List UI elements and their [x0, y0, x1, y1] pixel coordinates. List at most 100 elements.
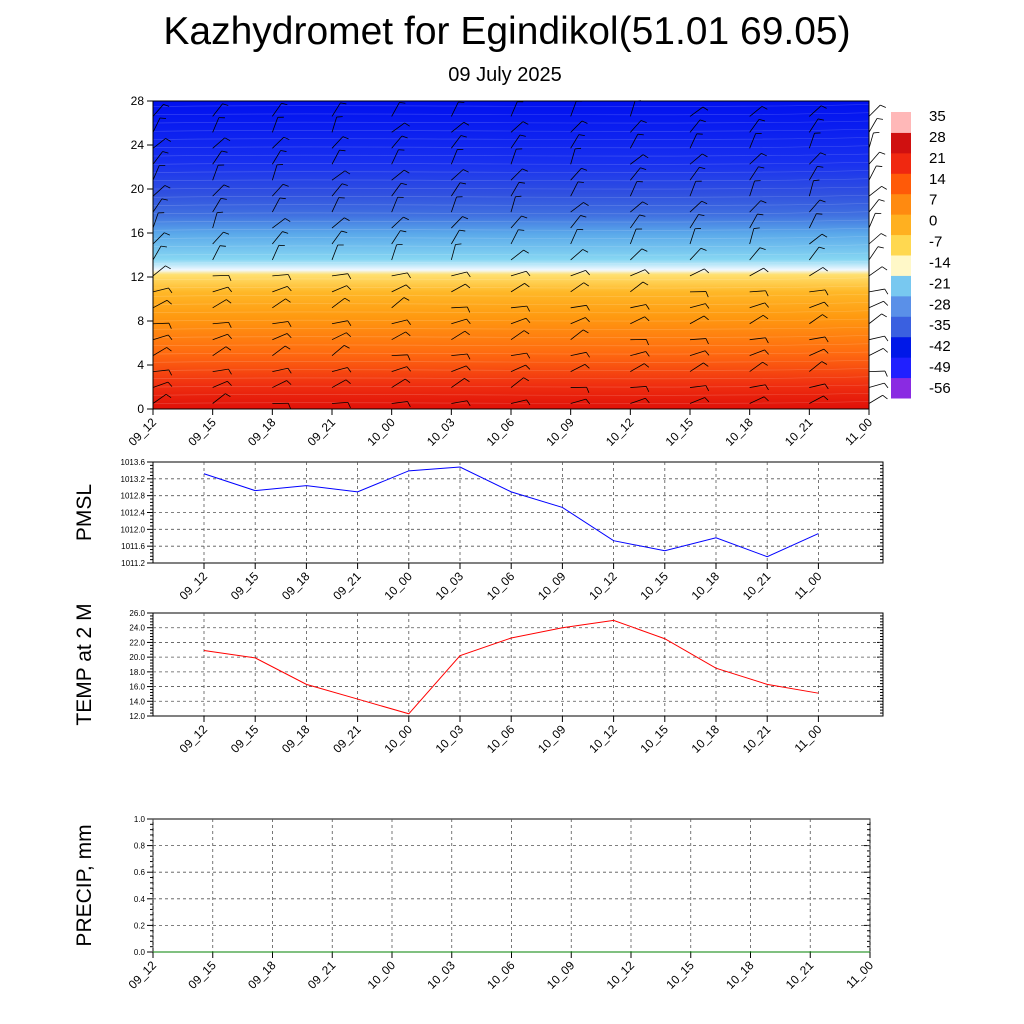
wind-barb — [272, 218, 286, 229]
x-tick-label: 10_03 — [433, 722, 467, 756]
wind-barb — [331, 170, 346, 181]
wind-barb — [809, 233, 823, 245]
wind-barb — [331, 217, 345, 229]
wind-barb-flag — [583, 329, 589, 334]
colorbar-label: -21 — [929, 275, 951, 292]
wind-barb — [272, 274, 289, 277]
wind-barb — [868, 300, 884, 309]
wind-barb — [510, 148, 517, 165]
wind-barb-flag — [167, 381, 173, 387]
y-tick-label: 20.0 — [129, 653, 145, 662]
wind-barb — [868, 246, 879, 261]
wind-barb — [450, 196, 457, 213]
wind-barb-flag — [818, 246, 825, 250]
wind-barb-flag — [700, 247, 707, 251]
wind-barb — [510, 305, 527, 309]
wind-barb-flag — [585, 270, 590, 276]
wind-barb — [510, 317, 527, 325]
wind-barb — [331, 367, 348, 372]
x-tick-label: 10_15 — [637, 569, 671, 603]
wind-barb-flag — [399, 102, 406, 104]
wind-barb — [689, 315, 705, 325]
y-tick-label: 1012.8 — [121, 492, 146, 501]
wind-barb — [630, 304, 647, 309]
wind-barb — [152, 165, 160, 181]
x-tick-label: 09_21 — [330, 569, 364, 603]
wind-barb-flag — [702, 106, 709, 111]
wind-barb-flag — [228, 322, 232, 328]
wind-barb — [749, 119, 760, 133]
y-tick-label: 1012.0 — [121, 525, 146, 534]
wind-barb-flag — [406, 319, 411, 326]
wind-barb — [212, 117, 220, 133]
wind-barb-flag — [459, 182, 467, 185]
x-tick-label: 09_21 — [305, 958, 339, 992]
wind-barb — [749, 213, 758, 229]
wind-barb — [510, 283, 525, 293]
y-tick-label: 28 — [131, 94, 145, 108]
wind-barb — [450, 182, 461, 197]
wind-barb — [152, 322, 170, 325]
wind-barb — [570, 134, 580, 149]
wind-barb — [570, 202, 584, 213]
wind-barb-flag — [583, 202, 589, 206]
x-tick-label: 10_15 — [663, 415, 697, 449]
contour-line — [152, 128, 870, 132]
wind-barb — [570, 304, 587, 309]
wind-barb — [749, 314, 764, 325]
wind-barb — [391, 197, 399, 213]
wind-barb — [630, 214, 640, 229]
wind-barb — [152, 104, 164, 117]
x-tick-label: 10_12 — [586, 569, 620, 603]
x-tick-label: 10_06 — [484, 415, 518, 449]
wind-barb — [212, 150, 222, 165]
wind-barb — [272, 380, 287, 388]
wind-barb — [391, 366, 408, 372]
wind-barb — [570, 363, 586, 372]
contour-line — [152, 384, 870, 388]
x-tick-label: 09_12 — [126, 415, 160, 449]
x-tick-label: 10_15 — [663, 958, 697, 992]
wind-barb-flag — [344, 345, 350, 349]
x-tick-label: 11_00 — [843, 958, 876, 991]
wind-barb-flag — [279, 197, 286, 200]
wind-barb-flag — [466, 318, 471, 325]
wind-barb — [809, 383, 826, 388]
wind-barb — [212, 245, 221, 261]
wind-barb-flag — [165, 393, 172, 398]
colorbar-segment — [891, 255, 911, 276]
wind-barb — [391, 135, 403, 149]
chart-title: Kazhydromet for Egindikol(51.01 69.05) — [163, 10, 851, 53]
x-tick-label: 11_00 — [842, 415, 875, 448]
wind-barb-flag — [400, 182, 407, 186]
wind-barb — [868, 213, 876, 229]
wind-barb — [510, 121, 524, 133]
wind-barb-flag — [168, 323, 172, 329]
contour-line — [152, 145, 870, 149]
wind-barb-flag — [404, 122, 410, 127]
y-tick-label: 24.0 — [129, 624, 145, 633]
wind-barb — [689, 200, 702, 213]
colorbar-label: -49 — [929, 359, 951, 376]
wind-barb — [868, 382, 885, 388]
wind-barb — [152, 347, 167, 356]
chart-subtitle: 09 July 2025 — [448, 64, 562, 86]
wind-barb — [689, 385, 706, 388]
x-tick-label: 10_03 — [424, 958, 458, 992]
contour-line — [152, 252, 870, 256]
contour-line — [152, 112, 870, 116]
wind-barb-flag — [585, 317, 590, 323]
wind-barb — [630, 351, 646, 357]
wind-barb-flag — [824, 289, 829, 296]
wind-barb-flag — [704, 268, 710, 274]
wind-barb-flag — [644, 269, 650, 275]
wind-barb-flag — [342, 136, 349, 140]
wind-barb — [212, 333, 228, 341]
wind-barb — [630, 316, 645, 325]
wind-barb-flag — [460, 135, 467, 138]
y-tick-label: 0 — [137, 402, 144, 416]
wind-barb — [272, 333, 288, 341]
wind-barb — [152, 265, 166, 277]
x-tick-label: 10_12 — [586, 722, 620, 756]
wind-barb-flag — [466, 353, 471, 360]
